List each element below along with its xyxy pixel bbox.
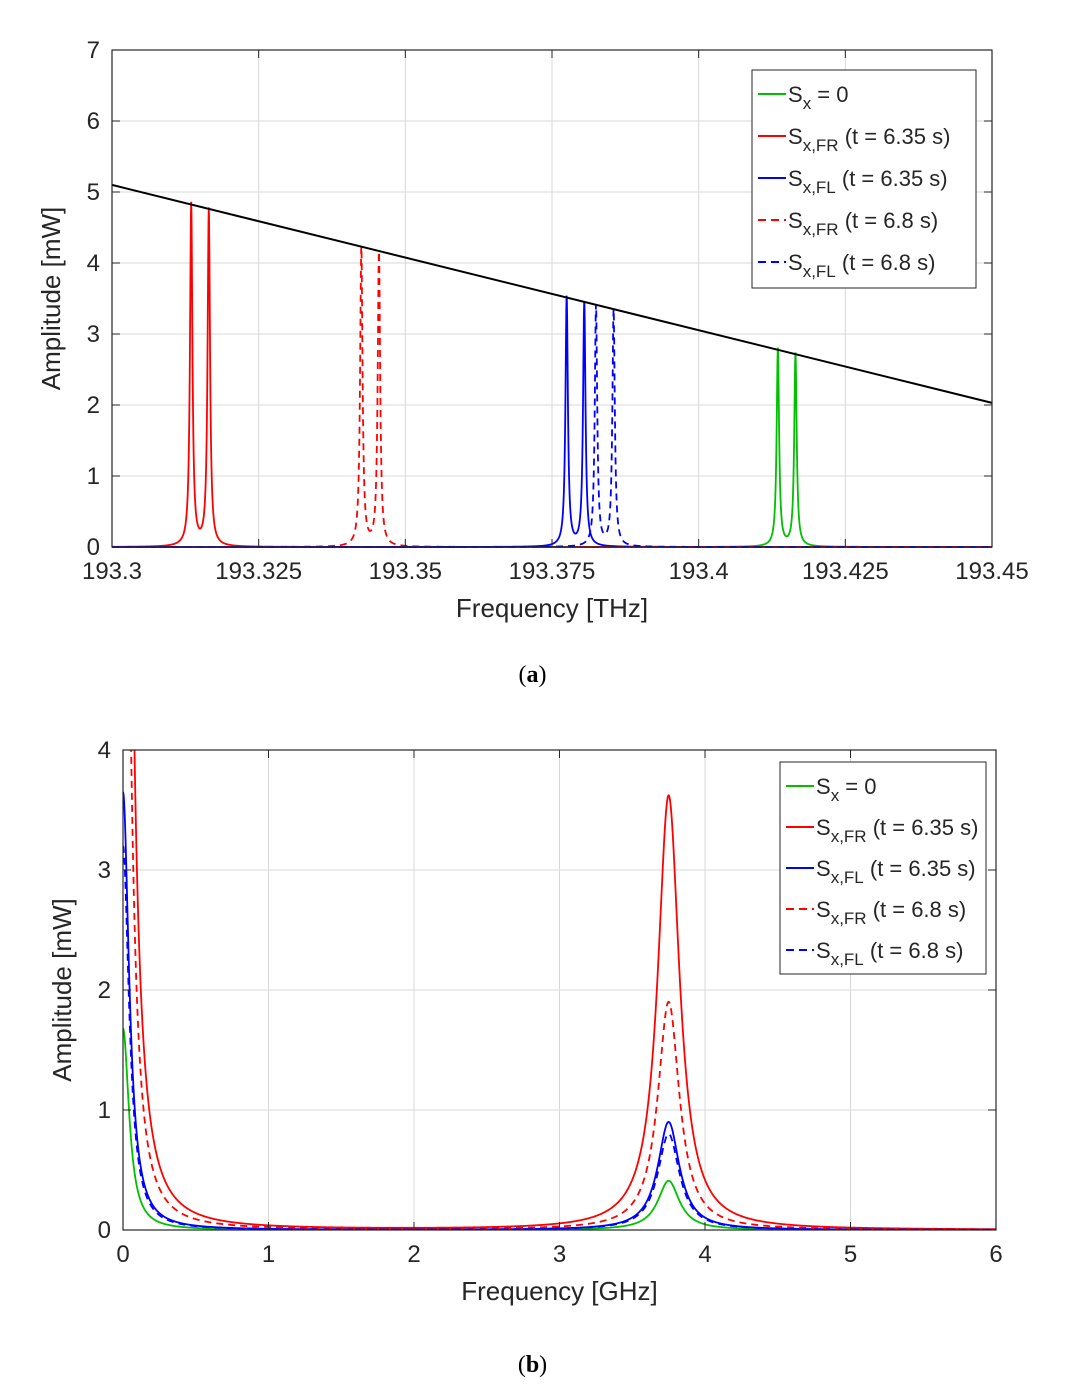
caption-a-close: ) [538, 662, 547, 688]
chart-a-ytick-label: 7 [87, 37, 100, 64]
chart-b-ytick-label: 2 [98, 977, 111, 1004]
chart-a-xtick-label: 193.35 [369, 558, 442, 585]
chart-a-xtick-label: 193.45 [955, 558, 1028, 585]
caption-a: (a) [0, 662, 1065, 689]
chart-a-xtick-label: 193.4 [669, 558, 729, 585]
chart-a-xlabel: Frequency [THz] [456, 593, 648, 623]
chart-b-legend-entry: Sx,FL (t = 6.35 s) [816, 856, 976, 887]
chart-a-ytick-label: 4 [87, 250, 100, 277]
chart-a-legend-entry: Sx,FL (t = 6.8 s) [788, 250, 935, 281]
chart-b-xtick-label: 2 [407, 1241, 420, 1268]
chart-a-ylabel: Amplitude [mW] [36, 207, 66, 391]
chart-a-envelope-line [111, 183, 993, 404]
chart-b-xtick-label: 0 [116, 1241, 129, 1268]
chart-a-legend-entry: Sx,FR (t = 6.35 s) [788, 124, 950, 155]
chart-b-ytick-label: 0 [98, 1217, 111, 1244]
chart-a-ytick-label: 1 [87, 463, 100, 490]
caption-b: (b) [0, 1352, 1065, 1379]
chart-b: 0 1 2 3 4 5 6 0 1 2 3 4 Frequency [GHz] Amplitude [mW… [47, 737, 1003, 1306]
chart-a-xtick-label: 193.325 [215, 558, 302, 585]
caption-a-letter: a [526, 662, 539, 688]
chart-a-ytick-label: 6 [87, 108, 100, 135]
chart-b-ylabel: Amplitude [mW] [47, 898, 77, 1082]
chart-b-ytick-label: 4 [98, 737, 111, 764]
chart-b-xtick-label: 1 [262, 1241, 275, 1268]
chart-a-legend: Sx = 0 Sx,FR (t = 6.35 s) Sx,FL (t = 6.35 … [751, 69, 977, 289]
chart-b-legend-entry: Sx,FR (t = 6.35 s) [816, 815, 978, 846]
chart-a-ytick-label: 3 [87, 321, 100, 348]
chart-b-ytick-label: 3 [98, 857, 111, 884]
chart-b-legend-entry: Sx,FR (t = 6.8 s) [816, 897, 966, 928]
caption-b-letter: b [525, 1352, 540, 1378]
chart-b-xtick-label: 4 [698, 1241, 711, 1268]
chart-b-legend: Sx = 0 Sx,FR (t = 6.35 s) Sx,FL (t = 6.35 … [779, 761, 987, 975]
chart-a-xtick-label: 193.375 [509, 558, 596, 585]
chart-b-ytick-label: 1 [98, 1097, 111, 1124]
chart-a-ytick-label: 5 [87, 179, 100, 206]
chart-a-legend-box [751, 69, 977, 289]
chart-a-legend-entry: Sx,FL (t = 6.35 s) [788, 166, 948, 197]
caption-b-close: ) [539, 1352, 548, 1378]
chart-a: 193.3 193.325 193.35 193.375 193.4 193.425 193… [36, 37, 1029, 623]
chart-a-ytick-label: 0 [87, 534, 100, 561]
chart-b-xtick-label: 6 [989, 1241, 1002, 1268]
caption-a-open: ( [518, 662, 527, 688]
chart-a-xtick-label: 193.425 [802, 558, 889, 585]
chart-b-xtick-label: 3 [553, 1241, 566, 1268]
chart-b-legend-box [779, 761, 987, 975]
chart-a-legend-entry: Sx,FR (t = 6.8 s) [788, 208, 938, 239]
chart-b-legend-entry: Sx = 0 [816, 774, 877, 805]
chart-a-ytick-label: 2 [87, 392, 100, 419]
chart-a-legend-entry: Sx = 0 [788, 82, 849, 113]
chart-a-xtick-label: 193.3 [82, 558, 142, 585]
chart-b-xlabel: Frequency [GHz] [461, 1276, 658, 1306]
chart-b-xtick-label: 5 [844, 1241, 857, 1268]
caption-b-open: ( [517, 1352, 526, 1378]
chart-b-legend-entry: Sx,FL (t = 6.8 s) [816, 938, 963, 969]
